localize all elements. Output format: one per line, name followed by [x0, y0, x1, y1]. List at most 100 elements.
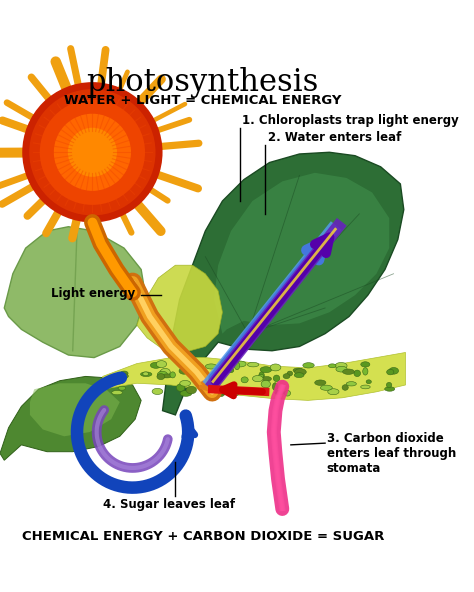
Ellipse shape: [328, 389, 339, 395]
Ellipse shape: [160, 368, 170, 375]
Polygon shape: [137, 265, 222, 352]
Ellipse shape: [112, 391, 122, 395]
Ellipse shape: [196, 377, 207, 381]
Ellipse shape: [387, 369, 394, 375]
Ellipse shape: [228, 368, 234, 373]
Ellipse shape: [193, 373, 200, 379]
Ellipse shape: [287, 371, 292, 376]
Ellipse shape: [260, 366, 272, 372]
Polygon shape: [214, 173, 389, 334]
Ellipse shape: [246, 388, 255, 393]
Ellipse shape: [217, 390, 225, 397]
Text: 1. Chloroplasts trap light energy: 1. Chloroplasts trap light energy: [242, 114, 459, 127]
Ellipse shape: [157, 371, 168, 378]
Polygon shape: [0, 377, 141, 460]
Ellipse shape: [283, 374, 290, 379]
Polygon shape: [103, 352, 405, 400]
Ellipse shape: [259, 372, 264, 379]
Ellipse shape: [336, 366, 347, 372]
Ellipse shape: [270, 364, 281, 371]
Ellipse shape: [315, 380, 326, 385]
Polygon shape: [4, 227, 146, 358]
Ellipse shape: [320, 385, 332, 390]
Ellipse shape: [193, 364, 203, 369]
Ellipse shape: [361, 362, 370, 367]
Ellipse shape: [293, 368, 303, 372]
Ellipse shape: [152, 388, 163, 394]
Ellipse shape: [188, 362, 198, 368]
Ellipse shape: [219, 387, 230, 391]
Ellipse shape: [342, 385, 348, 390]
Ellipse shape: [179, 368, 189, 374]
Ellipse shape: [275, 390, 284, 395]
Ellipse shape: [205, 364, 217, 369]
Text: 2. Water enters leaf: 2. Water enters leaf: [268, 131, 401, 144]
Ellipse shape: [187, 364, 197, 370]
Ellipse shape: [196, 377, 205, 381]
Ellipse shape: [201, 386, 207, 392]
Ellipse shape: [273, 375, 280, 382]
Circle shape: [22, 82, 163, 223]
Polygon shape: [30, 383, 120, 436]
Ellipse shape: [361, 385, 370, 389]
Ellipse shape: [140, 372, 152, 377]
Ellipse shape: [241, 377, 248, 383]
Ellipse shape: [273, 383, 278, 391]
Ellipse shape: [120, 371, 128, 375]
Ellipse shape: [262, 377, 272, 381]
Text: 4. Sugar leaves leaf: 4. Sugar leaves leaf: [103, 498, 235, 511]
Ellipse shape: [294, 373, 304, 378]
Ellipse shape: [192, 361, 199, 367]
Text: Light energy: Light energy: [51, 287, 136, 300]
Ellipse shape: [218, 387, 225, 391]
Ellipse shape: [354, 370, 361, 377]
Circle shape: [54, 114, 131, 191]
Ellipse shape: [213, 389, 224, 395]
Ellipse shape: [303, 363, 314, 368]
Ellipse shape: [159, 370, 168, 375]
Text: photosynthesis: photosynthesis: [87, 67, 319, 98]
Ellipse shape: [113, 378, 125, 384]
Ellipse shape: [162, 374, 172, 378]
Circle shape: [68, 128, 117, 177]
Ellipse shape: [258, 375, 264, 378]
Ellipse shape: [157, 374, 165, 379]
Ellipse shape: [170, 372, 175, 378]
Ellipse shape: [253, 375, 263, 382]
Ellipse shape: [118, 386, 126, 390]
Ellipse shape: [234, 362, 240, 369]
Text: CHEMICAL ENERGY + CARBON DIOXIDE = SUGAR: CHEMICAL ENERGY + CARBON DIOXIDE = SUGAR: [21, 530, 384, 543]
Circle shape: [40, 99, 145, 205]
Ellipse shape: [363, 368, 368, 375]
Ellipse shape: [247, 362, 259, 367]
Ellipse shape: [346, 382, 356, 386]
Ellipse shape: [228, 389, 240, 396]
Text: WATER + LIGHT = CHEMICAL ENERGY: WATER + LIGHT = CHEMICAL ENERGY: [64, 94, 341, 107]
Ellipse shape: [205, 379, 215, 385]
Ellipse shape: [261, 380, 271, 388]
Ellipse shape: [385, 387, 395, 391]
Ellipse shape: [389, 368, 399, 374]
Ellipse shape: [156, 361, 167, 368]
Ellipse shape: [284, 390, 291, 396]
Ellipse shape: [117, 373, 128, 379]
Ellipse shape: [294, 369, 306, 375]
Ellipse shape: [199, 377, 209, 382]
Polygon shape: [163, 152, 404, 415]
Ellipse shape: [143, 372, 148, 376]
Ellipse shape: [180, 391, 192, 396]
Ellipse shape: [386, 382, 392, 388]
Ellipse shape: [216, 390, 228, 394]
Ellipse shape: [186, 387, 196, 394]
Ellipse shape: [150, 362, 162, 368]
Ellipse shape: [228, 387, 239, 390]
Text: 3. Carbon dioxide
enters leaf through
stomata: 3. Carbon dioxide enters leaf through st…: [327, 432, 456, 475]
Ellipse shape: [343, 369, 355, 374]
Ellipse shape: [235, 361, 246, 367]
Ellipse shape: [328, 364, 336, 368]
Ellipse shape: [366, 380, 371, 384]
Ellipse shape: [180, 381, 191, 386]
Circle shape: [29, 89, 155, 215]
Ellipse shape: [176, 384, 185, 391]
Ellipse shape: [335, 362, 347, 369]
